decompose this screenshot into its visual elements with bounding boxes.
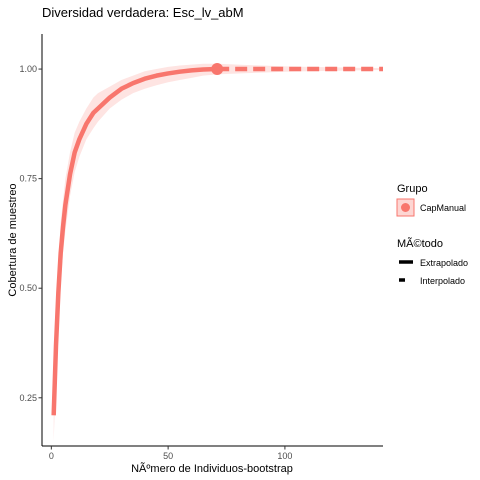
y-tick-label: 0.25 [19, 393, 37, 403]
legend-group-item-capmanual: CapManual [396, 198, 466, 217]
legend-point-capmanual [401, 203, 410, 212]
plot-area [51, 63, 383, 442]
series-line-interpolated [51, 66, 218, 416]
legend: Grupo CapManual MÃ©todo Extrapolado Inte… [396, 183, 468, 286]
observed-point [211, 63, 224, 76]
legend-label-capmanual: CapManual [420, 203, 466, 213]
observed-point-layer [211, 63, 224, 76]
y-tick-label: 0.50 [19, 283, 37, 293]
chart-title: Diversidad verdadera: Esc_lv_abM [42, 5, 244, 20]
x-tick-label: 100 [277, 451, 292, 461]
confidence-band-interpolated [53, 63, 218, 442]
series-line-layer [51, 66, 383, 416]
y-axis-ticks: 0.25 0.50 0.75 1.00 [19, 64, 42, 403]
legend-method-item-extrapolado: Extrapolado [399, 258, 468, 268]
y-tick-label: 0.75 [19, 174, 37, 184]
y-axis-title: Cobertura de muestreo [7, 183, 19, 296]
x-axis-ticks: 0 50 100 [49, 446, 292, 461]
x-axis-title: NÃºmero de Individuos-bootstrap [131, 462, 293, 475]
legend-group-title: Grupo [397, 183, 428, 195]
legend-label-interpolado: Interpolado [420, 276, 465, 286]
legend-method-item-interpolado: Interpolado [399, 276, 465, 286]
legend-method-title: MÃ©todo [397, 237, 443, 250]
x-tick-label: 50 [163, 451, 173, 461]
confidence-band-layer [53, 63, 383, 442]
x-tick-label: 0 [49, 451, 54, 461]
y-tick-label: 1.00 [19, 64, 37, 74]
legend-label-extrapolado: Extrapolado [420, 258, 468, 268]
